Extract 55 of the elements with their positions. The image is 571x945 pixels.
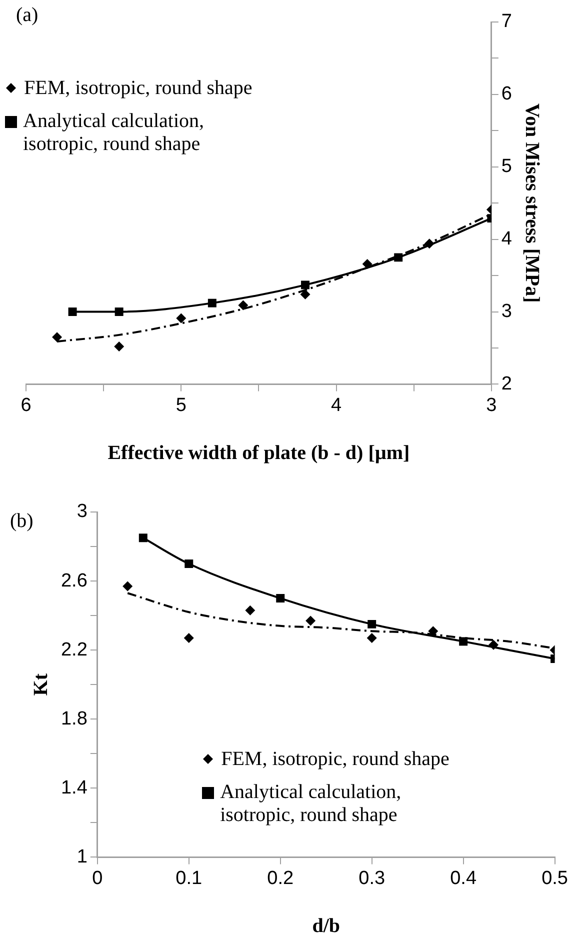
point [238,300,248,310]
legend-label: Analytical calculation, isotropic, round shape [220,781,402,828]
x-tick-label: 6 [20,394,32,416]
y-tick-label: 3 [76,501,88,522]
y-tick-label: 2.6 [60,570,88,592]
point [300,289,310,300]
x-axis-title: Effective width of plate (b - d) [µm] [108,442,410,464]
point [488,640,499,650]
legend-label: FEM, isotropic, round shape [24,77,252,100]
point [176,313,186,324]
y2-tick-label: 3 [501,300,512,322]
point [68,308,77,316]
y2-tick-label: 5 [501,156,512,178]
x-tick-label: 0.5 [542,868,568,889]
y-tick-label: 1 [76,846,88,868]
x-tick-label: 0.1 [176,868,202,889]
y-tick-label: 1.8 [60,708,88,730]
y2-axis-title: Von Mises stress [MPa] [520,103,543,303]
point [459,637,468,646]
y2-tick-label: 6 [501,84,512,105]
point [114,342,124,352]
chart-title: (a) [16,4,38,27]
legend-label: FEM, isotropic, round shape [221,748,450,772]
point [366,633,377,643]
x-tick-label: 5 [176,394,186,416]
y-tick-label: 2.2 [60,639,88,660]
point [114,308,124,316]
point [52,332,62,342]
y2-tick-label: 2 [501,373,512,394]
point [245,605,256,616]
point [276,594,285,603]
y2-tick-label: 7 [501,11,512,32]
x-tick-label: 4 [331,394,342,416]
point [138,534,148,542]
point [424,238,434,249]
x-tick-label: 0.3 [358,868,386,889]
point [208,298,216,308]
point [184,560,194,568]
x-tick-label: 0.4 [450,868,477,889]
chart-title: (b) [10,510,34,533]
point [394,253,403,262]
x-tick-label: 0.2 [267,868,294,889]
x-tick-label: 0 [92,868,103,889]
point [306,616,316,626]
x-tick-label: 3 [486,394,497,416]
y2-tick-label: 4 [501,228,512,250]
legend-label: Analytical calculation, isotropic, round shape [23,110,206,156]
point [184,633,194,643]
point [368,620,376,628]
point [362,258,372,269]
point [301,280,310,290]
x-axis-title: d/b [312,915,340,938]
y-axis-title: Kt [30,673,52,696]
point [122,581,133,592]
y-tick-label: 1.4 [60,777,88,798]
